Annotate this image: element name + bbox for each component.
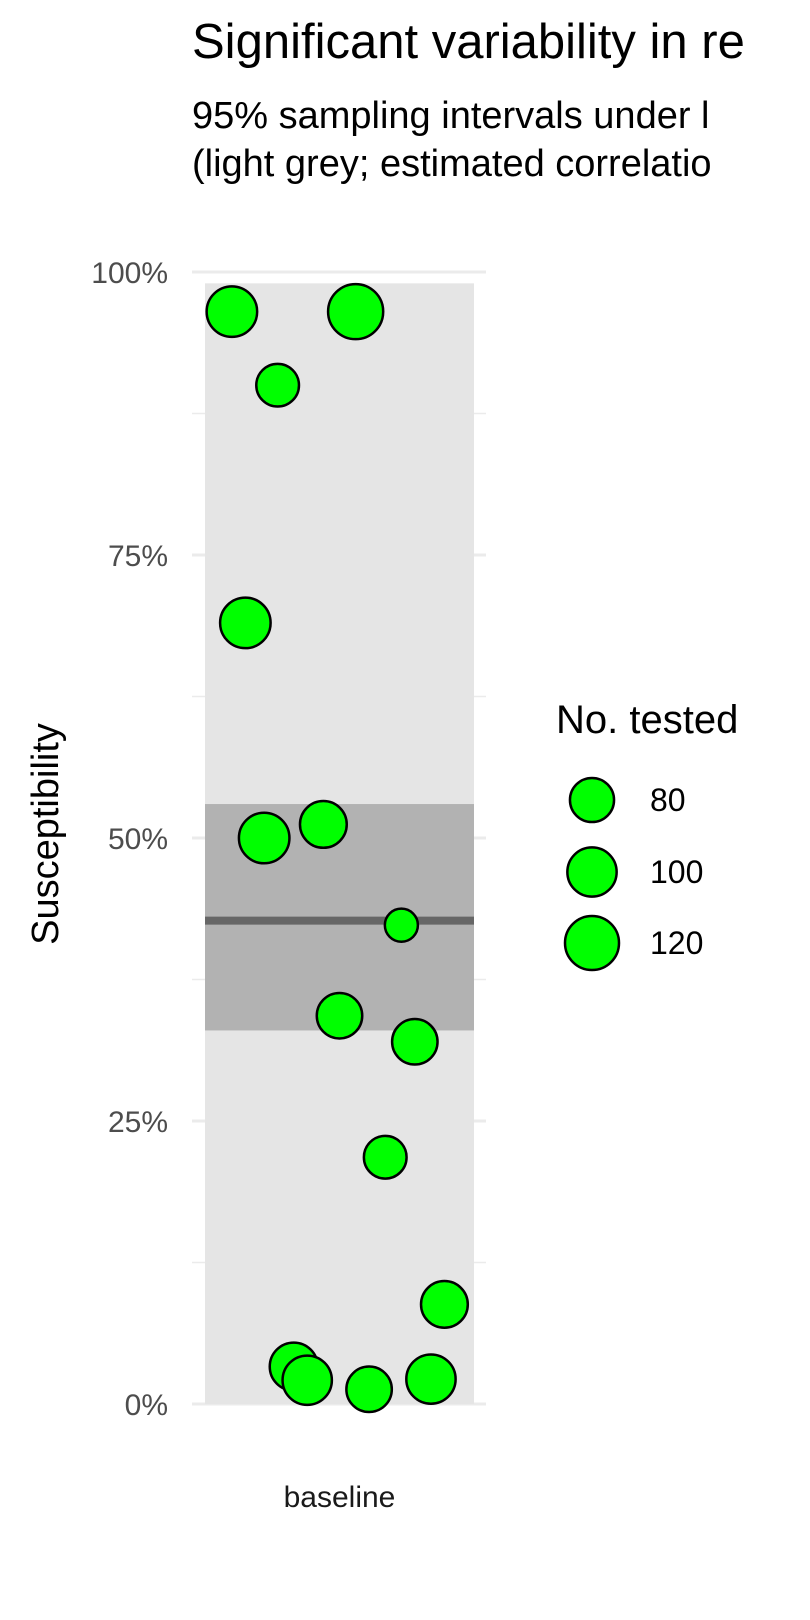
legend-label: 80: [650, 782, 686, 818]
axes: 0% 25% 50% 75% 100% baseline Susceptibility: [25, 257, 395, 1514]
data-point: [390, 1017, 439, 1066]
data-point: [419, 1279, 470, 1330]
data-point: [405, 1353, 457, 1405]
legend-key: [566, 846, 618, 898]
legend-title: No. tested: [556, 698, 738, 742]
data-point: [298, 799, 348, 850]
legend-label: 100: [650, 854, 703, 890]
y-tick-label: 50%: [108, 823, 168, 856]
data-point: [218, 596, 272, 650]
data-point: [237, 811, 291, 865]
y-tick-label: 100%: [91, 257, 168, 290]
data-point: [205, 285, 259, 339]
y-tick-label: 0%: [125, 1389, 168, 1422]
x-tick-label: baseline: [284, 1481, 396, 1514]
legend-key: [568, 776, 616, 824]
data-point: [383, 907, 420, 943]
mean-line: [205, 916, 474, 925]
y-tick-label: 75%: [108, 540, 168, 573]
chart-subtitle: 95% sampling intervals under l (light gr…: [192, 95, 712, 185]
data-point: [362, 1134, 408, 1180]
data-point: [345, 1365, 394, 1414]
legend-key: [563, 914, 621, 972]
data-points: [205, 282, 470, 1414]
y-axis-title: Susceptibility: [25, 723, 67, 945]
data-point: [326, 282, 385, 341]
data-point: [281, 1354, 334, 1407]
y-tick-label: 25%: [108, 1106, 168, 1139]
data-point: [255, 362, 301, 408]
chart-title: Significant variability in re: [192, 15, 745, 69]
legend-label: 120: [650, 925, 703, 961]
data-point: [315, 991, 364, 1040]
legend: No. tested 80 100 120: [556, 698, 738, 972]
